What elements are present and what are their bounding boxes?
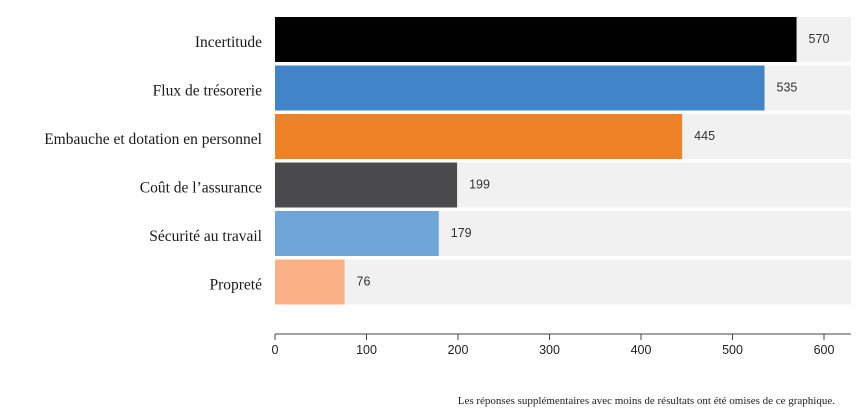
value-label: 570 [809, 32, 830, 46]
x-tick-label: 400 [631, 343, 652, 357]
bar-track [275, 259, 851, 305]
value-label: 199 [469, 178, 490, 192]
value-label: 445 [694, 129, 715, 143]
category-label: Coût de l’assurance [140, 180, 262, 197]
x-tick-label: 500 [722, 343, 743, 357]
x-tick-label: 600 [814, 343, 835, 357]
x-tick-label: 0 [272, 343, 279, 357]
bar [275, 114, 683, 159]
x-tick-label: 200 [448, 343, 469, 357]
bar [275, 17, 797, 62]
x-tick-label: 300 [539, 343, 560, 357]
category-label: Incertitude [195, 34, 262, 51]
bar [275, 259, 345, 305]
x-tick-label: 100 [356, 343, 377, 357]
x-axis-ticks: 0 100 200 300 400 500 600 [272, 334, 835, 357]
bars [275, 17, 797, 305]
bar [275, 162, 458, 208]
value-label: 179 [451, 226, 472, 240]
category-label: Embauche et dotation en personnel [44, 131, 262, 148]
value-labels: 570 535 445 199 179 76 [357, 32, 830, 289]
category-labels: Incertitude Flux de trésorerie Embauche et… [44, 34, 262, 294]
category-label: Flux de trésorerie [153, 83, 262, 100]
bar [275, 65, 765, 111]
category-label: Sécurité au travail [149, 228, 262, 245]
bar [275, 211, 439, 256]
value-label: 535 [777, 81, 798, 95]
value-label: 76 [357, 275, 371, 289]
footnote: Les réponses supplémentaires avec moins … [457, 395, 835, 407]
category-label: Propreté [209, 277, 262, 294]
